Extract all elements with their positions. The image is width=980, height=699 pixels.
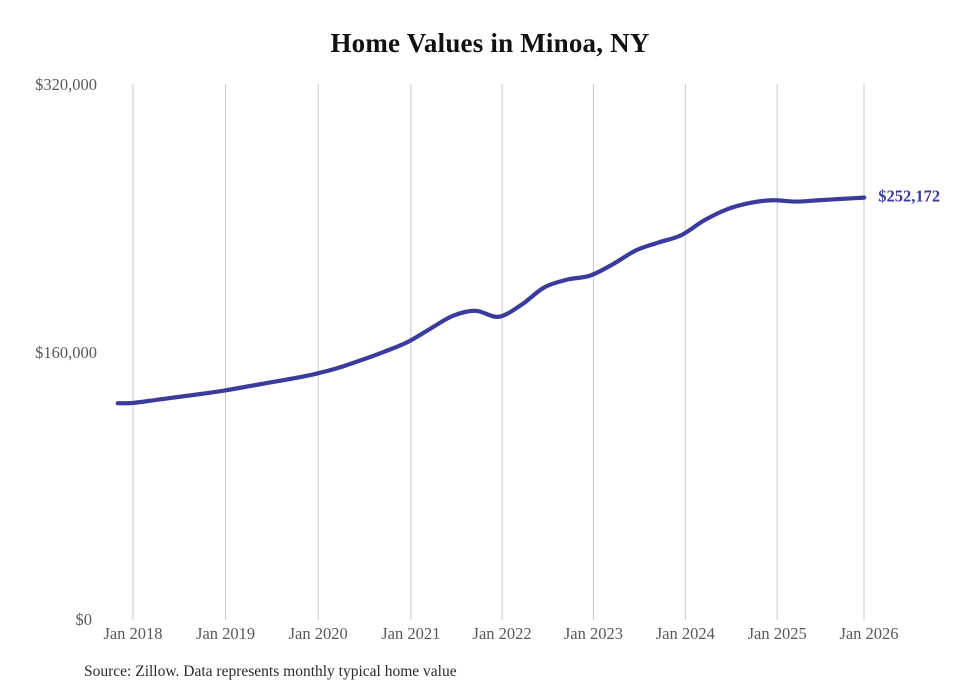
- x-tick-label-jan-2021: Jan 2021: [381, 624, 440, 643]
- y-tick-label-160000: $160,000: [35, 343, 97, 362]
- y-tick-label-0: $0: [76, 610, 93, 629]
- y-axis-tick-labels: $320,000 $160,000 $0: [35, 75, 97, 629]
- home-value-line-series: [115, 195, 867, 406]
- source-note: Source: Zillow. Data represents monthly …: [84, 663, 457, 680]
- x-tick-label-jan-2024: Jan 2024: [656, 624, 715, 643]
- x-tick-label-jan-2019: Jan 2019: [196, 624, 255, 643]
- gridlines: [132, 84, 865, 620]
- x-tick-label-jan-2025: Jan 2025: [748, 624, 807, 643]
- x-tick-label-jan-2022: Jan 2022: [473, 624, 532, 643]
- chart-title: Home Values in Minoa, NY: [330, 28, 650, 58]
- x-tick-label-jan-2023: Jan 2023: [564, 624, 623, 643]
- end-value-annotation: $252,172: [878, 187, 940, 206]
- x-tick-label-jan-2018: Jan 2018: [103, 624, 162, 643]
- x-tick-label-jan-2026: Jan 2026: [839, 624, 898, 643]
- x-tick-label-jan-2020: Jan 2020: [289, 624, 348, 643]
- x-axis-tick-labels: Jan 2018 Jan 2019 Jan 2020 Jan 2021 Jan …: [103, 624, 898, 643]
- y-tick-label-320000: $320,000: [35, 75, 97, 94]
